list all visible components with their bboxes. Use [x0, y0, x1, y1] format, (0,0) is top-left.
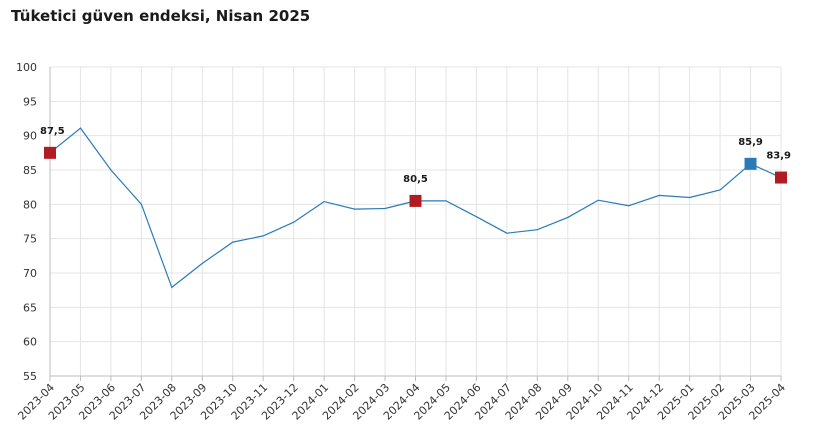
- data-label: 85,9: [738, 137, 763, 148]
- y-tick-label: 95: [23, 95, 37, 108]
- y-tick-label: 75: [23, 233, 37, 246]
- y-tick-label: 90: [23, 130, 37, 143]
- data-label: 87,5: [40, 126, 65, 137]
- grid-layer: [49, 66, 782, 377]
- axis-layer: 5560657075808590951002023-042023-052023-…: [15, 61, 788, 423]
- data-label: 80,5: [403, 174, 428, 185]
- highlight-marker: [775, 171, 787, 184]
- y-tick-label: 60: [23, 336, 37, 349]
- highlight-marker: [409, 194, 422, 207]
- highlight-marker: [744, 157, 757, 170]
- highlight-marker: [44, 146, 56, 159]
- chart-title: Tüketici güven endeksi, Nisan 2025: [11, 7, 311, 25]
- y-tick-label: 85: [23, 164, 37, 177]
- y-tick-label: 70: [23, 267, 37, 280]
- y-tick-label: 65: [23, 301, 37, 314]
- y-tick-label: 100: [16, 61, 37, 74]
- marker-layer: 87,5 80,5 85,983,9: [40, 126, 791, 207]
- data-label: 83,9: [766, 151, 791, 162]
- y-tick-label: 80: [23, 198, 37, 211]
- y-tick-label: 55: [23, 370, 37, 383]
